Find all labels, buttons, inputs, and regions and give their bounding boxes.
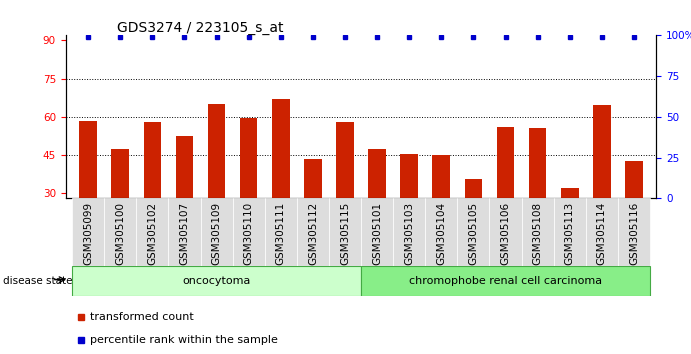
Bar xyxy=(144,122,161,269)
Bar xyxy=(497,127,514,269)
Bar xyxy=(529,128,547,269)
Bar xyxy=(72,198,104,266)
Bar xyxy=(464,179,482,269)
Text: chromophobe renal cell carcinoma: chromophobe renal cell carcinoma xyxy=(409,275,602,286)
Bar xyxy=(200,198,233,266)
Text: GSM305100: GSM305100 xyxy=(115,202,125,264)
Text: GSM305108: GSM305108 xyxy=(533,202,542,265)
Bar xyxy=(169,198,200,266)
Text: GSM305110: GSM305110 xyxy=(244,202,254,265)
Text: GSM305104: GSM305104 xyxy=(436,202,446,265)
Bar xyxy=(553,198,586,266)
Bar xyxy=(457,198,489,266)
Bar xyxy=(368,149,386,269)
Bar xyxy=(433,155,450,269)
Text: percentile rank within the sample: percentile rank within the sample xyxy=(90,335,278,346)
Text: GSM305107: GSM305107 xyxy=(180,202,189,265)
Text: disease state: disease state xyxy=(3,276,73,286)
Text: GSM305102: GSM305102 xyxy=(147,202,158,265)
Bar xyxy=(618,198,650,266)
Bar xyxy=(586,198,618,266)
Text: GSM305114: GSM305114 xyxy=(597,202,607,265)
Bar xyxy=(176,136,193,269)
Text: GSM305101: GSM305101 xyxy=(372,202,382,265)
Bar xyxy=(625,161,643,269)
Bar xyxy=(104,198,136,266)
Text: GSM305103: GSM305103 xyxy=(404,202,414,265)
Bar xyxy=(233,198,265,266)
Text: GDS3274 / 223105_s_at: GDS3274 / 223105_s_at xyxy=(117,21,284,35)
Bar xyxy=(425,198,457,266)
Text: GSM305113: GSM305113 xyxy=(565,202,575,265)
Bar xyxy=(272,99,290,269)
Bar xyxy=(136,198,169,266)
Bar xyxy=(265,198,297,266)
Text: GSM305112: GSM305112 xyxy=(308,202,318,265)
Bar xyxy=(522,198,553,266)
Text: GSM305105: GSM305105 xyxy=(468,202,478,265)
Bar xyxy=(489,198,522,266)
Text: GSM305116: GSM305116 xyxy=(629,202,639,265)
Bar xyxy=(111,149,129,269)
Bar xyxy=(561,188,578,269)
Bar xyxy=(361,198,393,266)
Bar xyxy=(329,198,361,266)
Bar xyxy=(393,198,425,266)
Text: GSM305099: GSM305099 xyxy=(83,202,93,265)
Bar xyxy=(208,104,225,269)
Bar xyxy=(72,266,361,296)
Bar xyxy=(361,266,650,296)
Text: GSM305109: GSM305109 xyxy=(211,202,222,265)
Bar xyxy=(240,118,258,269)
Text: GSM305106: GSM305106 xyxy=(500,202,511,265)
Bar xyxy=(336,122,354,269)
Text: transformed count: transformed count xyxy=(90,312,193,322)
Bar xyxy=(79,121,97,269)
Text: GSM305111: GSM305111 xyxy=(276,202,286,265)
Bar xyxy=(593,105,611,269)
Text: oncocytoma: oncocytoma xyxy=(182,275,251,286)
Text: GSM305115: GSM305115 xyxy=(340,202,350,265)
Bar xyxy=(304,159,322,269)
Bar xyxy=(400,154,418,269)
Bar xyxy=(297,198,329,266)
